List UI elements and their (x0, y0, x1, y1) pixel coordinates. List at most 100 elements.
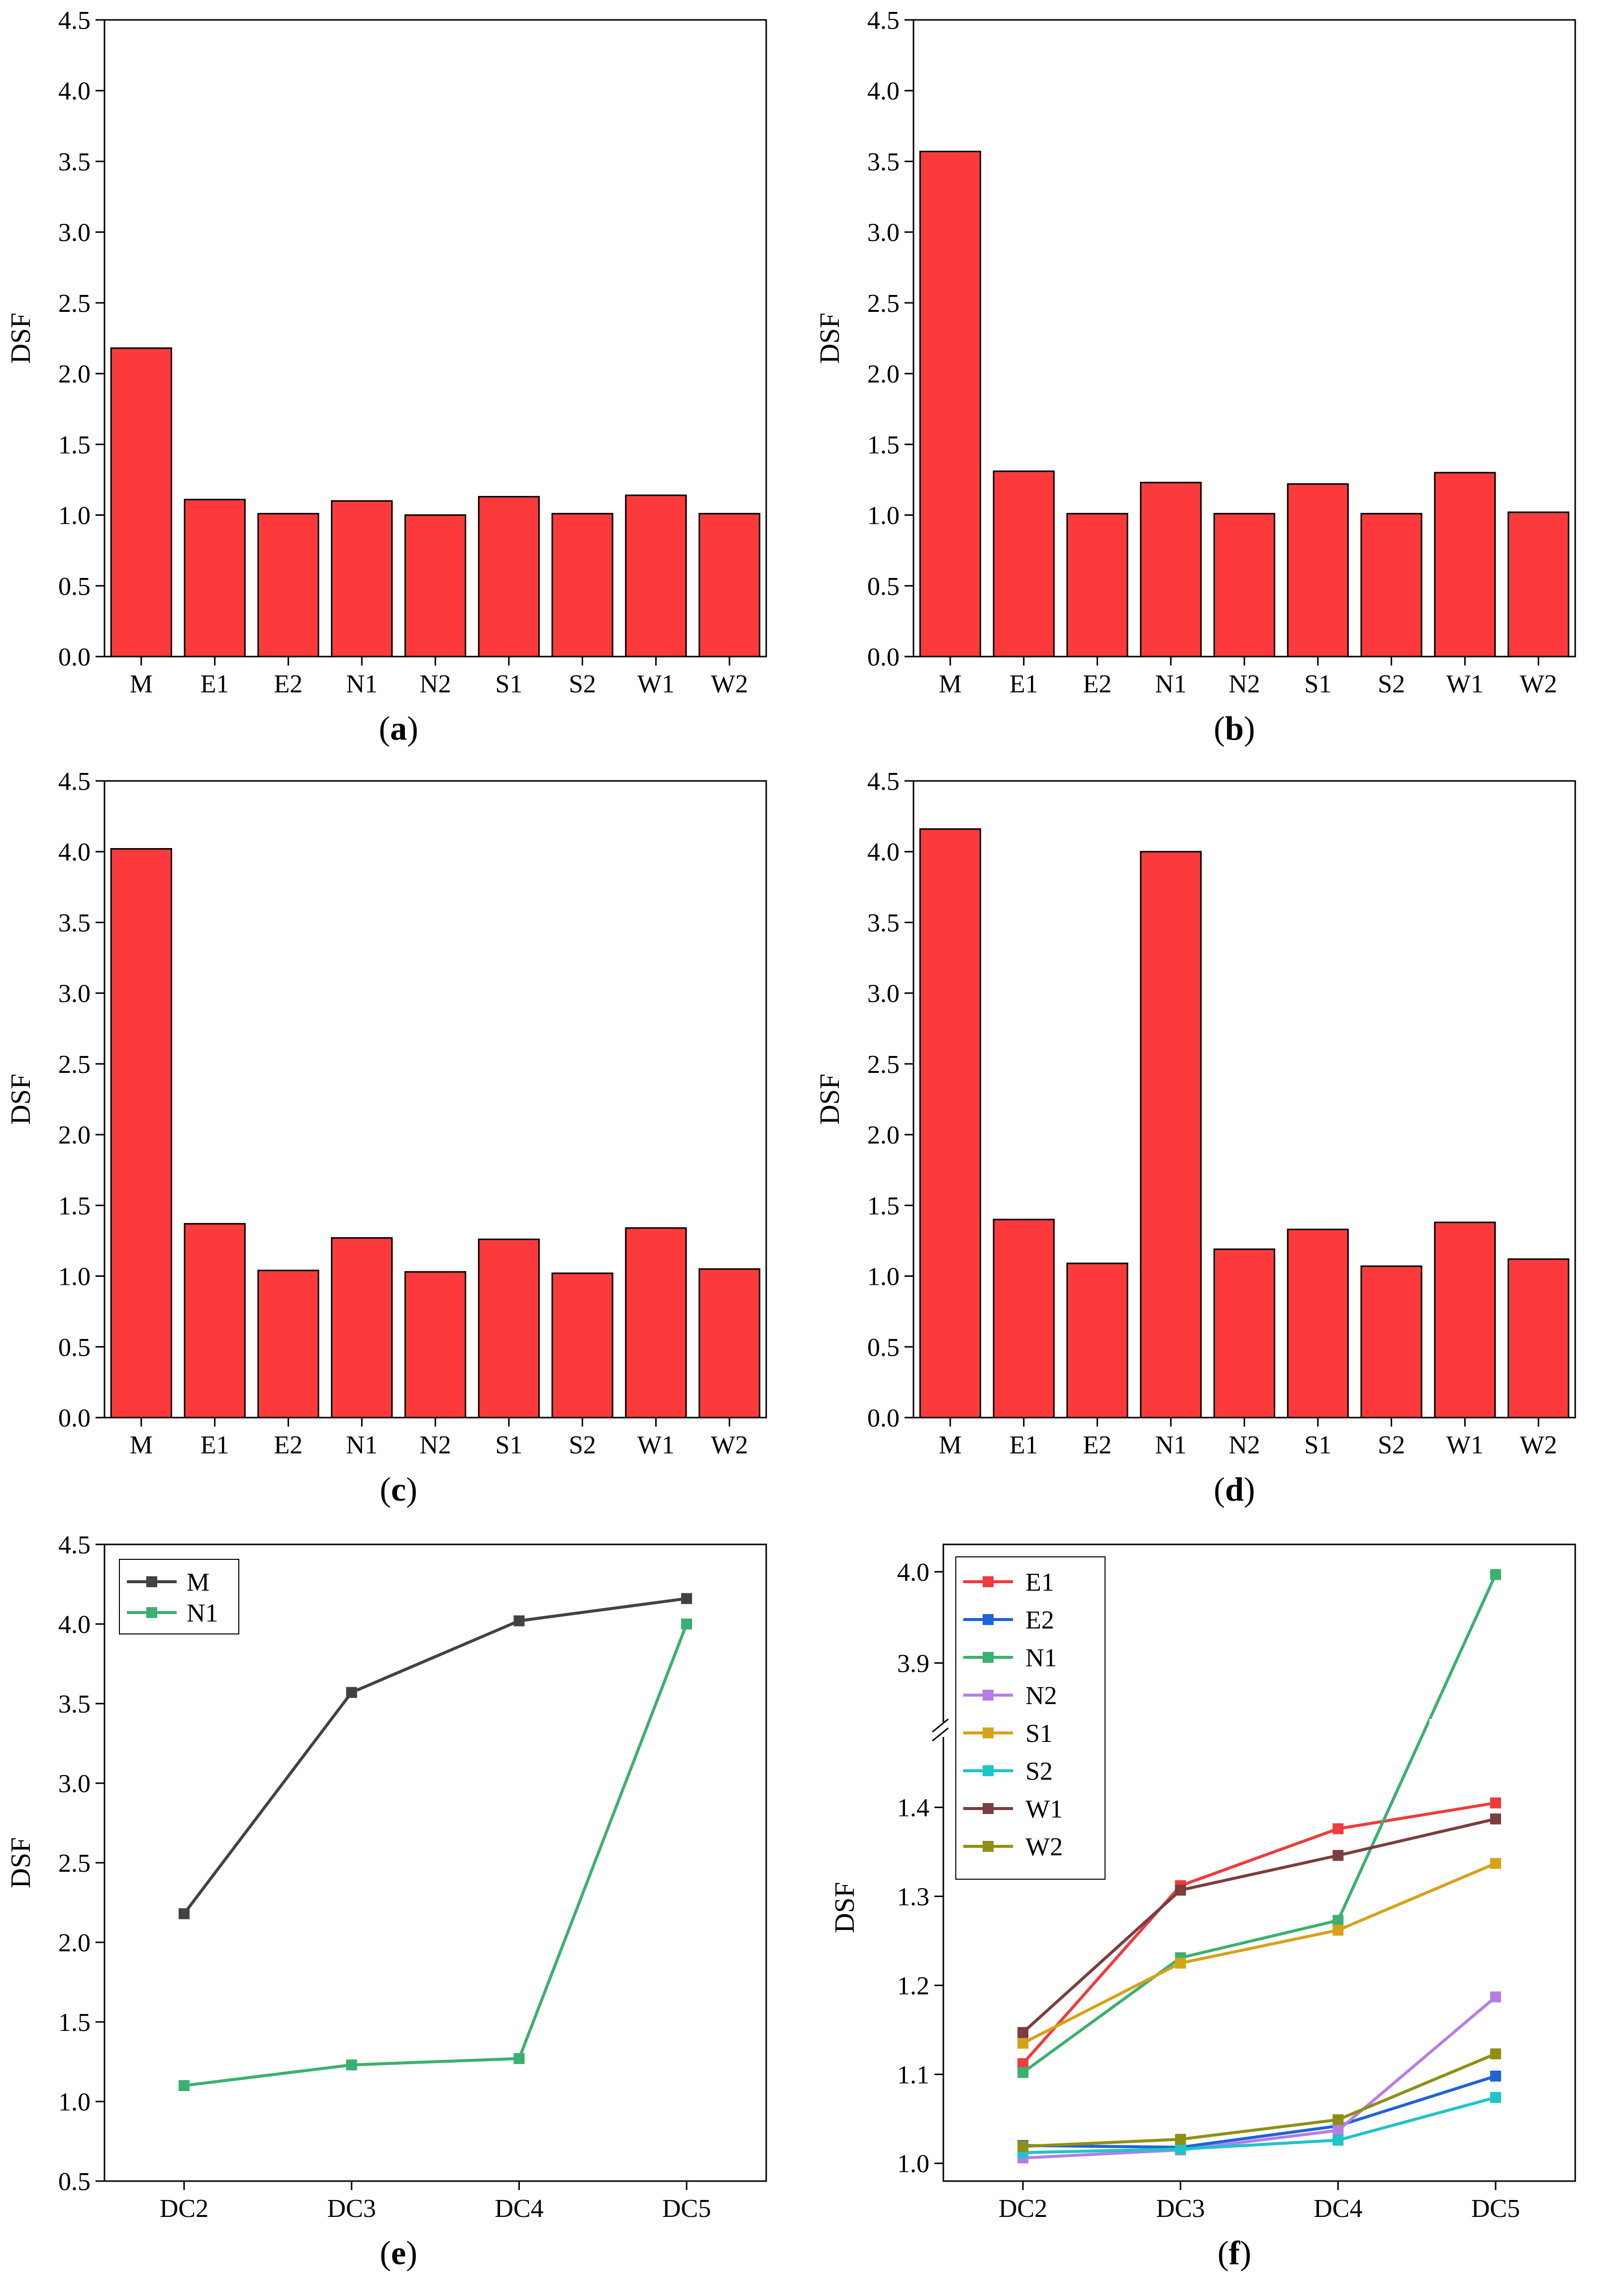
legend-marker-E2 (983, 1614, 994, 1625)
x-tick-label: DC2 (999, 2195, 1047, 2223)
y-tick-label: 4.0 (867, 838, 900, 866)
x-tick-label: M (939, 670, 962, 698)
point-N1 (681, 1619, 692, 1629)
bar-M (110, 347, 172, 658)
point-E2 (1490, 2070, 1501, 2082)
point-S2 (1175, 2143, 1186, 2155)
legend-label-E1: E1 (1025, 1568, 1054, 1597)
series-line-N1 (184, 1623, 688, 2087)
x-tick-label: N1 (346, 1431, 378, 1459)
x-tick-label: N2 (1228, 670, 1260, 698)
y-tick-label: 0.0 (58, 1404, 91, 1433)
series-line-N2 (1022, 1996, 1497, 2160)
y-tick-label: 3.0 (58, 980, 91, 1008)
y-tick-label: 2.0 (58, 360, 91, 388)
chart-panel-e: 0.5 1.0 1.5 2.0 2.5 3.0 3.5 4.0 4.5 DC2 DC3 DC4 DC5 M… (0, 1522, 809, 2294)
point-N2 (1332, 2125, 1344, 2136)
chart-panel-f: 1.0 1.1 1.2 1.3 1.4 3.9 4.0 DC2 DC3 DC4 DC5 E1 E2 N1 N… (809, 1522, 1618, 2294)
y-tick-label: 1.0 (58, 502, 91, 530)
point-M (179, 1908, 190, 1919)
caption-e: (e) (380, 2234, 417, 2272)
x-tick-label: W1 (1446, 1431, 1484, 1459)
legend-label-S1: S1 (1025, 1720, 1053, 1748)
point-S2 (1332, 2134, 1344, 2146)
y-tick-label: 2.5 (58, 289, 91, 318)
x-tick-label: E1 (1010, 670, 1038, 698)
legend-box (955, 1556, 1106, 1880)
legend-marker-S2 (983, 1765, 994, 1776)
y-tick-label: 2.5 (58, 1051, 91, 1079)
chart-panel-d: 0.0 0.5 1.0 1.5 2.0 2.5 3.0 3.5 4.0 4.5 M E1 E2 N1 N2 S… (809, 761, 1618, 1522)
x-tick-label: N1 (346, 670, 378, 698)
y-tick-label: 3.5 (58, 909, 91, 937)
x-tick-label: S2 (1378, 1431, 1405, 1459)
series-line-M (183, 1597, 687, 1915)
x-tick-label: DC4 (495, 2195, 543, 2223)
point-W2 (1490, 2048, 1501, 2060)
bar-S1 (478, 1239, 540, 1419)
legend-marker-E1 (983, 1576, 994, 1587)
bar-E1 (993, 1219, 1055, 1419)
point-W1 (1175, 1885, 1186, 1896)
x-tick-label: M (130, 1431, 153, 1459)
y-tick-label: 1.5 (58, 2009, 91, 2037)
point-W2 (1017, 2141, 1028, 2152)
y-tick-label: 0.5 (867, 1334, 900, 1362)
y-axis-label: DSF (5, 1837, 36, 1889)
chart-panel-a: 0.0 0.5 1.0 1.5 2.0 2.5 3.0 3.5 4.0 4.5 M E1 E2 N1 N2 S… (0, 0, 809, 761)
legend-marker-M (146, 1576, 157, 1587)
chart-panel-b: 0.0 0.5 1.0 1.5 2.0 2.5 3.0 3.5 4.0 4.5 M E1 E2 N1 N2 S… (809, 0, 1618, 761)
legend-label-W2: W2 (1025, 1833, 1063, 1861)
y-tick-label: 2.0 (867, 1121, 900, 1149)
legend-label-N2: N2 (1025, 1682, 1057, 1710)
bar-N1 (331, 500, 393, 658)
y-tick-label: 0.0 (58, 643, 91, 671)
y-tick-label: 2.0 (867, 360, 900, 388)
bar-E1 (184, 1223, 246, 1419)
y-axis-label: DSF (814, 1074, 845, 1125)
bar-N2 (1213, 513, 1276, 658)
series-line-E2 (1022, 2075, 1496, 2149)
x-tick-label: DC3 (327, 2195, 376, 2223)
bar-M (919, 151, 981, 658)
series-line-S1 (1022, 1862, 1497, 2045)
bar-E1 (184, 498, 246, 658)
y-axis-label: DSF (829, 1882, 860, 1933)
x-tick-label: W2 (1520, 670, 1557, 698)
point-S2 (1490, 2092, 1501, 2103)
bar-chart-d: 0.0 0.5 1.0 1.5 2.0 2.5 3.0 3.5 4.0 4.5 M E1 E2 N1 N2 S… (814, 767, 1576, 1459)
x-tick-label: S1 (495, 670, 522, 698)
y-tick-label: 3.5 (867, 909, 900, 937)
y-tick-label: 1.0 (58, 2088, 91, 2116)
y-tick-label: 1.0 (867, 502, 900, 530)
x-tick-label: W1 (637, 670, 675, 698)
point-W2 (1332, 2114, 1344, 2125)
point-S1 (1490, 1858, 1501, 1869)
point-N1 (1017, 2067, 1028, 2078)
bar-S2 (551, 1272, 613, 1419)
y-tick-label: 3.9 (897, 1649, 929, 1678)
bar-N1 (1140, 851, 1202, 1419)
bar-W2 (1508, 511, 1570, 658)
y-tick-label: 2.5 (867, 289, 900, 318)
y-tick-label: 1.0 (58, 1263, 91, 1291)
legend-label-M: M (187, 1568, 209, 1597)
y-tick-label: 1.0 (897, 2150, 929, 2178)
legend-label-N1: N1 (1025, 1644, 1057, 1672)
bar-chart-b: 0.0 0.5 1.0 1.5 2.0 2.5 3.0 3.5 4.0 4.5 M E1 E2 N1 N2 S… (814, 6, 1576, 698)
point-N1 (513, 2053, 525, 2064)
legend-label-S2: S2 (1025, 1757, 1053, 1786)
x-tick-label: N2 (1228, 1431, 1260, 1459)
axis-break-mark (932, 1727, 949, 1742)
point-S1 (1017, 2037, 1028, 2049)
y-tick-label: 0.0 (867, 643, 900, 671)
x-tick-label: M (939, 1431, 962, 1459)
legend-marker-W2 (983, 1841, 994, 1852)
y-tick-label: 1.4 (897, 1794, 929, 1822)
bar-N1 (1140, 481, 1202, 658)
bar-S2 (551, 513, 613, 658)
x-tick-label: W1 (637, 1431, 675, 1459)
y-axis-label: DSF (5, 1074, 36, 1125)
y-tick-label: 1.5 (867, 431, 900, 459)
y-tick-label: 4.0 (58, 1611, 91, 1639)
